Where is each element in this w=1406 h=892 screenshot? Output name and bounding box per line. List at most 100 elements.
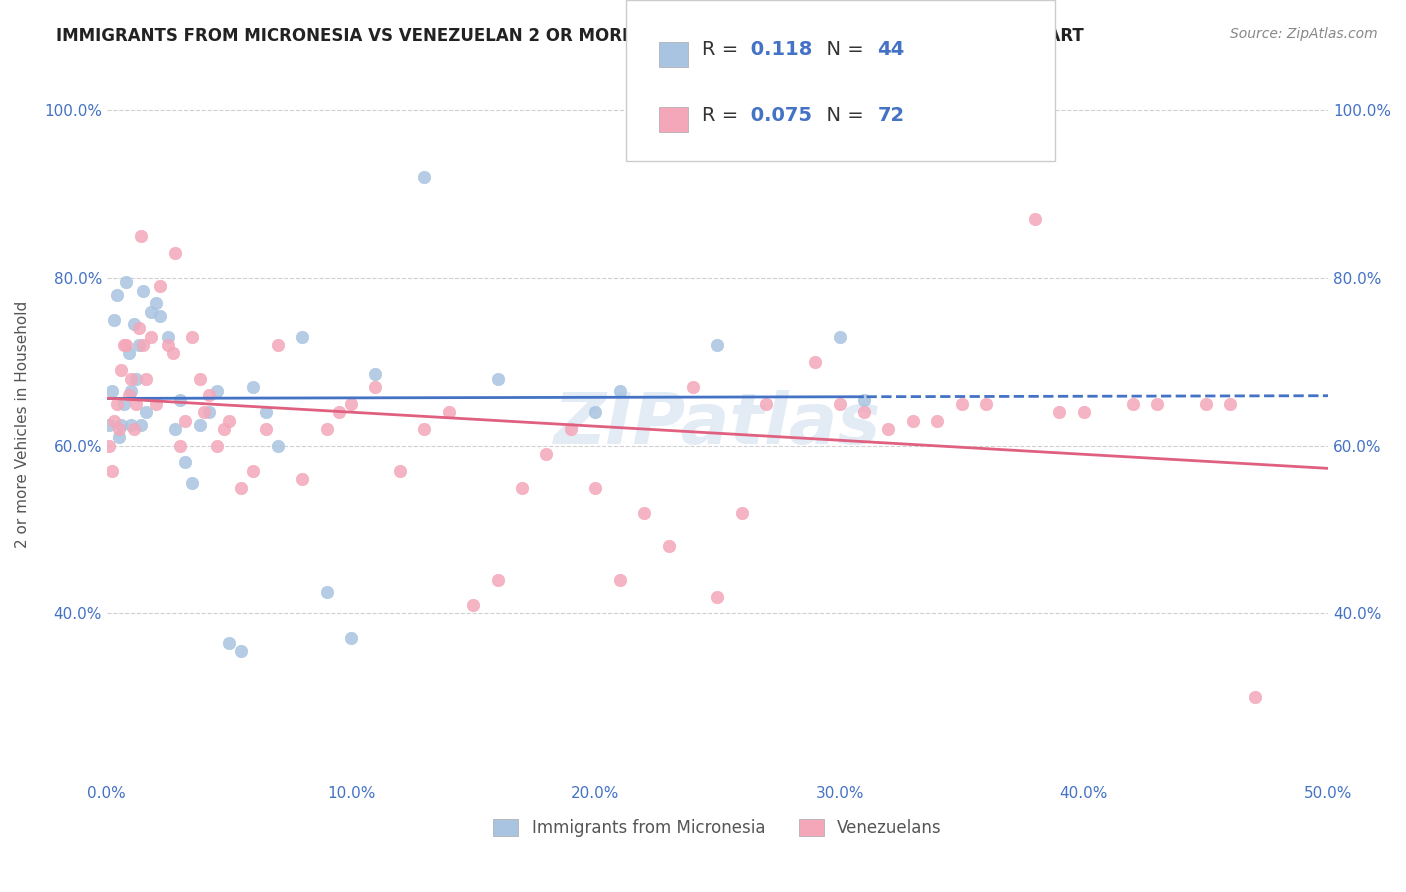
Point — [364, 380, 387, 394]
Point — [229, 481, 252, 495]
Point — [340, 397, 363, 411]
Point — [128, 338, 150, 352]
Point — [169, 392, 191, 407]
Point — [193, 405, 215, 419]
Point — [139, 304, 162, 318]
Point — [1146, 397, 1168, 411]
Point — [112, 338, 135, 352]
Point — [1219, 397, 1241, 411]
Point — [145, 397, 167, 411]
Point — [755, 397, 778, 411]
Point — [1122, 397, 1144, 411]
Text: R =: R = — [702, 40, 744, 60]
Text: R =: R = — [702, 106, 744, 126]
Point — [1195, 397, 1218, 411]
Point — [174, 413, 197, 427]
Point — [315, 585, 337, 599]
Point — [165, 422, 187, 436]
Point — [242, 464, 264, 478]
Point — [110, 363, 132, 377]
Point — [560, 422, 582, 436]
Point — [156, 330, 179, 344]
Point — [156, 338, 179, 352]
Point — [103, 313, 125, 327]
Point — [98, 417, 121, 432]
Point — [105, 397, 128, 411]
Point — [218, 635, 240, 649]
Point — [169, 439, 191, 453]
Point — [950, 397, 973, 411]
Point — [181, 476, 204, 491]
Point — [125, 371, 148, 385]
Point — [388, 464, 411, 478]
Point — [583, 481, 606, 495]
Point — [364, 368, 387, 382]
Point — [682, 380, 704, 394]
Point — [120, 384, 142, 399]
Point — [486, 371, 509, 385]
Point — [609, 384, 631, 399]
Legend: Immigrants from Micronesia, Venezuelans: Immigrants from Micronesia, Venezuelans — [486, 813, 948, 844]
Point — [583, 405, 606, 419]
Point — [927, 413, 949, 427]
Point — [149, 309, 172, 323]
Point — [125, 397, 148, 411]
Point — [205, 439, 228, 453]
Text: 44: 44 — [877, 40, 904, 60]
Point — [1024, 212, 1046, 227]
Point — [98, 439, 121, 453]
Point — [132, 338, 155, 352]
Point — [165, 246, 187, 260]
Point — [853, 405, 876, 419]
Point — [828, 397, 851, 411]
Point — [118, 388, 141, 402]
Point — [1244, 690, 1267, 705]
Point — [877, 422, 900, 436]
Point — [340, 632, 363, 646]
Point — [129, 417, 152, 432]
Text: 0.075: 0.075 — [744, 106, 811, 126]
Point — [122, 317, 145, 331]
Point — [536, 447, 558, 461]
Point — [974, 397, 997, 411]
Point — [609, 573, 631, 587]
Point — [853, 392, 876, 407]
Point — [291, 330, 314, 344]
Text: 0.118: 0.118 — [744, 40, 813, 60]
Point — [229, 644, 252, 658]
Point — [120, 417, 142, 432]
Point — [828, 330, 851, 344]
Y-axis label: 2 or more Vehicles in Household: 2 or more Vehicles in Household — [15, 301, 30, 549]
Point — [486, 573, 509, 587]
Point — [242, 380, 264, 394]
Point — [1073, 405, 1095, 419]
Point — [105, 288, 128, 302]
Point — [328, 405, 350, 419]
Point — [188, 417, 211, 432]
Point — [110, 417, 132, 432]
Point — [129, 229, 152, 244]
Point — [706, 338, 728, 352]
Point — [254, 422, 277, 436]
Point — [115, 338, 138, 352]
Point — [731, 506, 754, 520]
Point — [100, 384, 122, 399]
Point — [633, 506, 655, 520]
Point — [162, 346, 184, 360]
Point — [267, 338, 290, 352]
Point — [706, 590, 728, 604]
Point — [174, 455, 197, 469]
Text: IMMIGRANTS FROM MICRONESIA VS VENEZUELAN 2 OR MORE VEHICLES IN HOUSEHOLD CORRELA: IMMIGRANTS FROM MICRONESIA VS VENEZUELAN… — [56, 27, 1084, 45]
Point — [658, 539, 681, 553]
Point — [122, 422, 145, 436]
Point — [188, 371, 211, 385]
Text: ZIPatlas: ZIPatlas — [554, 390, 882, 459]
Point — [135, 405, 157, 419]
Text: Source: ZipAtlas.com: Source: ZipAtlas.com — [1230, 27, 1378, 41]
Point — [267, 439, 290, 453]
Point — [132, 284, 155, 298]
Text: N =: N = — [814, 40, 870, 60]
Point — [413, 170, 436, 185]
Point — [198, 388, 221, 402]
Point — [205, 384, 228, 399]
